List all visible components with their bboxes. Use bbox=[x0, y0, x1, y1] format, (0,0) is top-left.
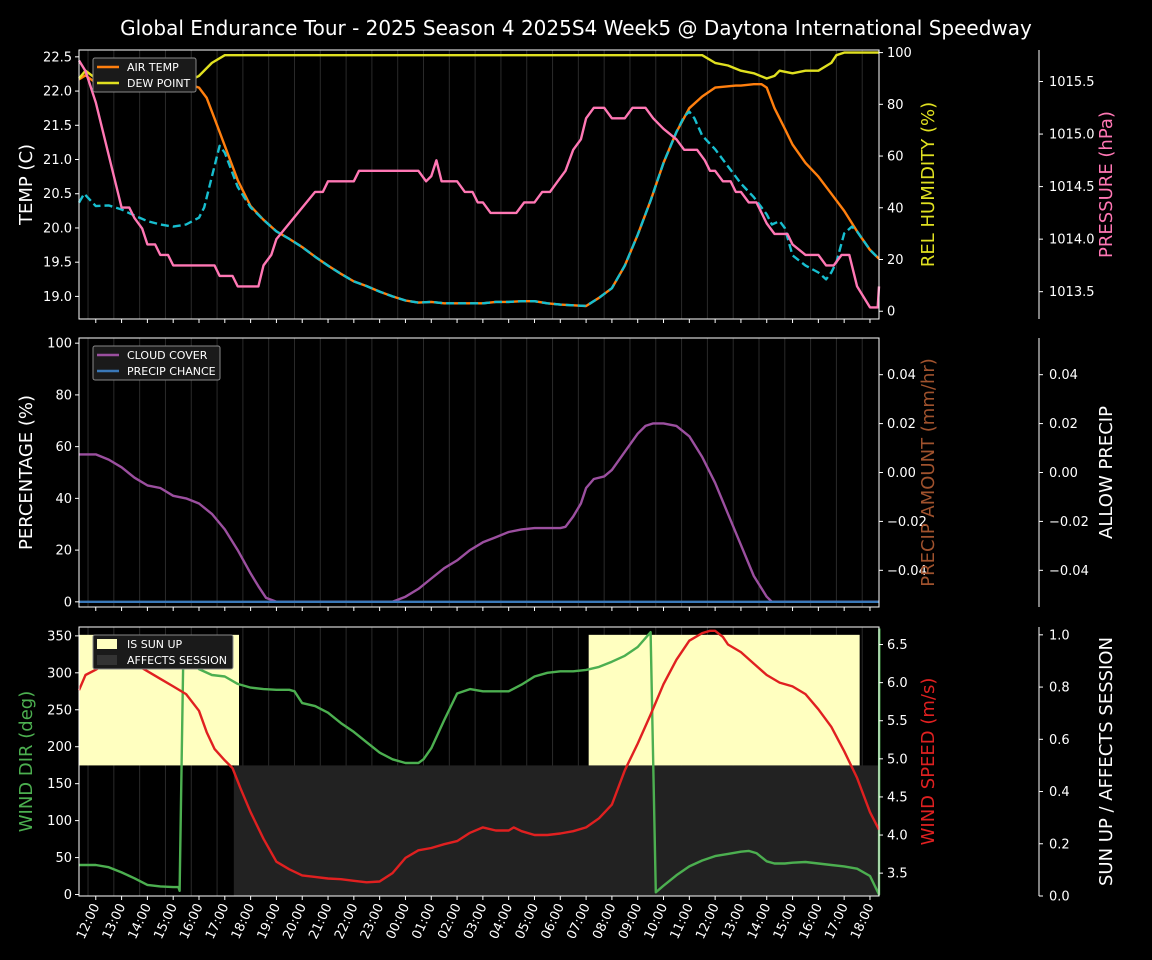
right-tick-label: 3.5 bbox=[887, 867, 908, 882]
legend: AIR TEMP DEW POINT bbox=[92, 57, 197, 93]
left-tick-label: 100 bbox=[47, 814, 72, 829]
right-tick-label: 6.5 bbox=[887, 638, 908, 653]
legend: CLOUD COVER PRECIP CHANCE bbox=[92, 345, 221, 381]
affects-session-band bbox=[233, 765, 879, 896]
left-tick-label: 200 bbox=[47, 740, 72, 755]
third-tick-label: 0.0 bbox=[1049, 890, 1070, 905]
right-tick-label: 0.00 bbox=[887, 466, 916, 481]
series-wind-speed bbox=[77, 629, 881, 884]
third-tick-label: 0.6 bbox=[1049, 733, 1070, 748]
left-tick-label: 20.5 bbox=[43, 187, 72, 202]
left-tick-label: 100 bbox=[47, 337, 72, 352]
left-tick-label: 40 bbox=[55, 492, 72, 507]
third-tick-label: 0.8 bbox=[1049, 681, 1070, 696]
right-tick-label: 60 bbox=[887, 150, 904, 165]
legend-label: AIR TEMP bbox=[127, 61, 179, 74]
left-axis-label: TEMP (C) bbox=[16, 144, 37, 226]
right-tick-label: 0 bbox=[887, 305, 895, 320]
legend-box bbox=[92, 634, 234, 670]
left-tick-label: 0 bbox=[64, 888, 72, 903]
right-tick-label: 80 bbox=[887, 98, 904, 113]
plot-area bbox=[79, 50, 879, 319]
right-tick-label: 5.0 bbox=[887, 752, 908, 767]
plot-area bbox=[79, 338, 879, 607]
legend-label: IS SUN UP bbox=[127, 638, 183, 651]
panel-1: 19.0 19.5 20.0 20.5 21.0 21.5 22.0 22.5 0 20 40 60 8… bbox=[16, 46, 1117, 323]
panel-2: 0 20 40 60 80 100 −0.04 −0.02 0.00 0.02 0.04 −0.04 −… bbox=[16, 337, 1117, 611]
left-tick-label: 20.0 bbox=[43, 221, 72, 236]
third-tick-label: −0.04 bbox=[1049, 564, 1089, 579]
left-tick-label: 250 bbox=[47, 703, 72, 718]
right-tick-label: −0.02 bbox=[887, 515, 927, 530]
third-tick-label: 1015.0 bbox=[1049, 128, 1095, 143]
right-tick-label: 4.0 bbox=[887, 829, 908, 844]
right-tick-label: −0.04 bbox=[887, 564, 927, 579]
series-pressure bbox=[77, 59, 881, 309]
panel-3: 0 50 100 150 200 250 300 350 3.5 4.0 4.5 5.0 5.5 6.0 6… bbox=[16, 626, 1117, 905]
right-tick-label: 40 bbox=[887, 201, 904, 216]
legend-swatch bbox=[97, 639, 117, 649]
left-tick-label: 22.0 bbox=[43, 85, 72, 100]
third-tick-label: 1013.5 bbox=[1049, 285, 1095, 300]
left-tick-label: 20 bbox=[55, 544, 72, 559]
right-tick-label: 4.5 bbox=[887, 790, 908, 805]
left-tick-label: 300 bbox=[47, 666, 72, 681]
right-tick-label: 100 bbox=[887, 46, 912, 61]
left-tick-label: 350 bbox=[47, 629, 72, 644]
right-tick-label: 0.02 bbox=[887, 417, 916, 432]
left-axis-label: PERCENTAGE (%) bbox=[16, 395, 37, 550]
sun-up-band bbox=[588, 634, 860, 766]
left-tick-label: 150 bbox=[47, 777, 72, 792]
left-axis-label: WIND DIR (deg) bbox=[16, 691, 37, 833]
legend: IS SUN UP AFFECTS SESSION bbox=[92, 634, 234, 670]
legend-label: DEW POINT bbox=[127, 77, 191, 90]
third-axis-label: PRESSURE (hPa) bbox=[1096, 111, 1117, 258]
left-tick-label: 19.0 bbox=[43, 290, 72, 305]
third-tick-label: 0.02 bbox=[1049, 417, 1078, 432]
third-tick-label: 1014.5 bbox=[1049, 180, 1095, 195]
left-tick-label: 19.5 bbox=[43, 256, 72, 271]
left-tick-label: 21.5 bbox=[43, 119, 72, 134]
right-tick-label: 6.0 bbox=[887, 676, 908, 691]
left-tick-label: 50 bbox=[55, 851, 72, 866]
third-tick-label: 0.00 bbox=[1049, 466, 1078, 481]
third-tick-label: 1.0 bbox=[1049, 628, 1070, 643]
series-dew-point bbox=[77, 110, 880, 308]
right-axis-label: WIND SPEED (m/s) bbox=[918, 678, 939, 846]
plot-frame bbox=[78, 626, 880, 897]
third-tick-label: −0.02 bbox=[1049, 515, 1089, 530]
left-tick-label: 80 bbox=[55, 388, 72, 403]
left-tick-label: 22.5 bbox=[43, 50, 72, 65]
right-tick-label: 0.04 bbox=[887, 368, 916, 383]
left-tick-label: 0 bbox=[64, 595, 72, 610]
x-tick-label: 18:00 bbox=[848, 901, 877, 941]
third-axis-label: ALLOW PRECIP bbox=[1096, 406, 1117, 539]
legend-label: PRECIP CHANCE bbox=[127, 365, 216, 378]
third-tick-label: 1015.5 bbox=[1049, 75, 1095, 90]
left-tick-label: 21.0 bbox=[43, 153, 72, 168]
third-tick-label: 0.2 bbox=[1049, 837, 1070, 852]
legend-box bbox=[92, 345, 221, 381]
chart-title: Global Endurance Tour - 2025 Season 4 20… bbox=[120, 16, 1032, 40]
legend-label: AFFECTS SESSION bbox=[127, 654, 227, 667]
series-cloud-cover bbox=[79, 422, 879, 603]
third-tick-label: 1014.0 bbox=[1049, 233, 1095, 248]
plot-frame bbox=[78, 49, 880, 320]
third-tick-label: 0.4 bbox=[1049, 785, 1070, 800]
right-tick-label: 20 bbox=[887, 253, 904, 268]
right-axis-label: REL HUMIDITY (%) bbox=[918, 102, 939, 267]
left-tick-label: 60 bbox=[55, 440, 72, 455]
legend-swatch bbox=[97, 655, 117, 665]
third-tick-label: 0.04 bbox=[1049, 368, 1078, 383]
right-tick-label: 5.5 bbox=[887, 714, 908, 729]
legend-label: CLOUD COVER bbox=[127, 349, 208, 362]
third-axis-label: SUN UP / AFFECTS SESSION bbox=[1096, 637, 1117, 886]
right-axis-label: PRECIP AMOUNT (mm/hr) bbox=[918, 358, 939, 587]
